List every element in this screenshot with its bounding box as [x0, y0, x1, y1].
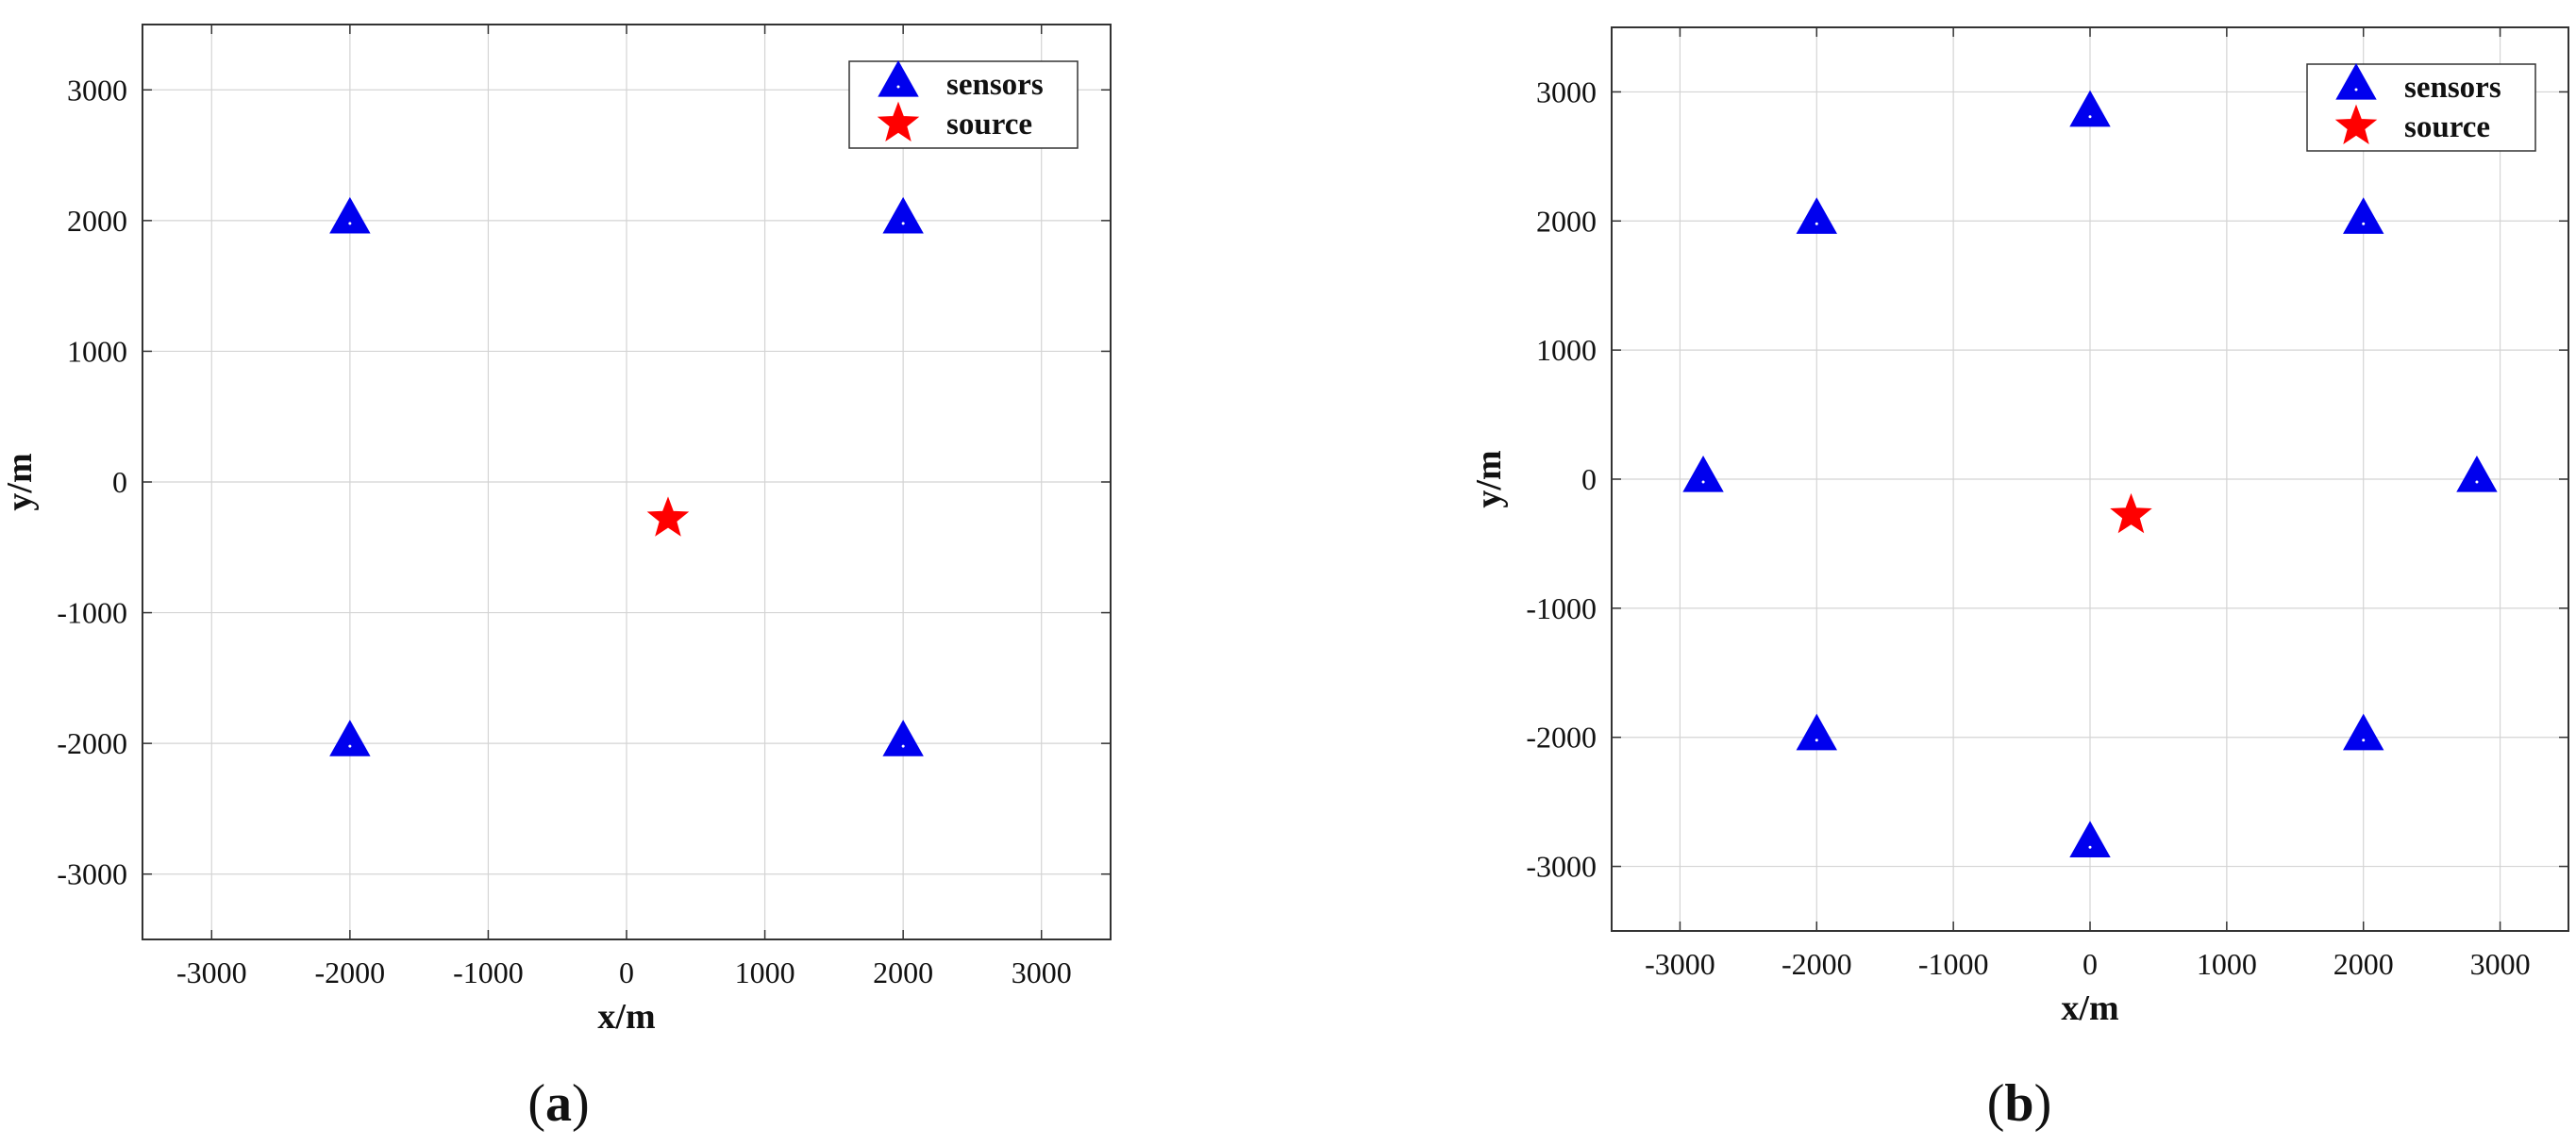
- sensor-marker: [1796, 197, 1837, 234]
- sensor-marker: [1796, 713, 1837, 751]
- x-axis-label: x/m: [597, 997, 655, 1037]
- y-tick-label: 2000: [67, 204, 127, 238]
- y-tick-label: -2000: [1526, 721, 1597, 755]
- x-tick-label: -2000: [1781, 947, 1852, 981]
- sensor-marker-center-dot: [2475, 480, 2479, 484]
- x-tick-label: 3000: [1012, 955, 1072, 989]
- sensor-marker-center-dot: [1815, 739, 1818, 742]
- panel-a: -3000 -2000 -1000 0 1000 2000 3000 -3000 -2000 -1…: [0, 24, 1112, 1133]
- x-tick-label: 0: [619, 955, 634, 989]
- x-tick-label: -3000: [176, 955, 247, 989]
- sensor-marker-center-dot: [901, 744, 905, 748]
- source-marker: [2110, 492, 2152, 534]
- sensor-marker-center-dot: [901, 222, 905, 225]
- sensor-marker: [1682, 455, 1724, 492]
- x-tick-label: -1000: [1918, 947, 1989, 981]
- x-tick-label: 0: [2083, 947, 2098, 981]
- y-tick-label: 3000: [1536, 75, 1597, 108]
- legend-triangle-icon: [2335, 62, 2377, 100]
- y-tick-label: 2000: [1536, 204, 1597, 238]
- legend-triangle-icon: [878, 59, 919, 97]
- panel-b: -3000 -2000 -1000 0 1000 2000 3000 -3000 -2000 -1…: [1469, 26, 2569, 1133]
- sensor-marker: [329, 720, 371, 756]
- legend: sensors source: [2306, 62, 2536, 152]
- x-axis-label: x/m: [2061, 988, 2118, 1028]
- y-tick-label: -3000: [1526, 850, 1597, 884]
- legend-star-icon: [877, 101, 920, 141]
- y-tick-label: 0: [112, 465, 127, 499]
- legend-label: sensors: [2404, 71, 2501, 105]
- x-tick-label: 3000: [2470, 947, 2531, 981]
- x-tick-label: -2000: [315, 955, 386, 989]
- panel-caption: (a): [527, 1074, 589, 1133]
- sensor-marker: [2069, 821, 2111, 857]
- legend-triangle-icon-center-dot: [896, 85, 900, 89]
- x-tick-label: -3000: [1645, 947, 1715, 981]
- sensor-marker: [882, 720, 924, 756]
- legend-star-icon: [2334, 104, 2378, 144]
- x-tick-label: 2000: [873, 955, 933, 989]
- y-tick-label: -1000: [1526, 591, 1597, 625]
- sensor-marker-center-dot: [1815, 222, 1818, 225]
- x-tick-label: 1000: [2197, 947, 2257, 981]
- y-axis-label: y/m: [0, 453, 40, 510]
- y-tick-label: 3000: [67, 73, 127, 107]
- legend-box: [2306, 63, 2536, 152]
- legend: sensors source: [848, 59, 1079, 149]
- legend-label: sensors: [946, 68, 1044, 102]
- sensor-marker: [2343, 713, 2384, 751]
- panel-caption: (b): [1987, 1074, 2051, 1133]
- sensor-marker-center-dot: [2088, 845, 2092, 849]
- source-marker: [646, 496, 690, 537]
- x-tick-label: 1000: [735, 955, 795, 989]
- y-tick-label: 1000: [1536, 333, 1597, 367]
- y-axis-label: y/m: [1469, 450, 1509, 507]
- sensor-marker: [2069, 90, 2111, 127]
- legend-label: source: [2404, 110, 2490, 144]
- sensor-marker-center-dot: [348, 222, 352, 225]
- sensor-marker-center-dot: [2362, 739, 2366, 742]
- y-tick-label: -1000: [57, 596, 127, 630]
- legend-box: [848, 60, 1079, 149]
- y-tick-label: 0: [1581, 462, 1597, 496]
- x-tick-label: 2000: [2333, 947, 2394, 981]
- sensor-marker: [2343, 197, 2384, 234]
- legend-triangle-icon-center-dot: [2354, 88, 2358, 91]
- sensor-marker: [329, 196, 371, 234]
- legend-label: source: [946, 108, 1032, 141]
- sensor-marker-center-dot: [1701, 480, 1705, 484]
- y-tick-label: 1000: [67, 334, 127, 368]
- x-tick-label: -1000: [453, 955, 524, 989]
- y-tick-label: -3000: [57, 857, 127, 891]
- sensor-marker: [882, 196, 924, 234]
- sensor-marker: [2456, 455, 2498, 492]
- sensor-marker-center-dot: [2362, 222, 2366, 225]
- sensor-marker-center-dot: [348, 744, 352, 748]
- y-tick-label: -2000: [57, 726, 127, 760]
- sensor-marker-center-dot: [2088, 115, 2092, 119]
